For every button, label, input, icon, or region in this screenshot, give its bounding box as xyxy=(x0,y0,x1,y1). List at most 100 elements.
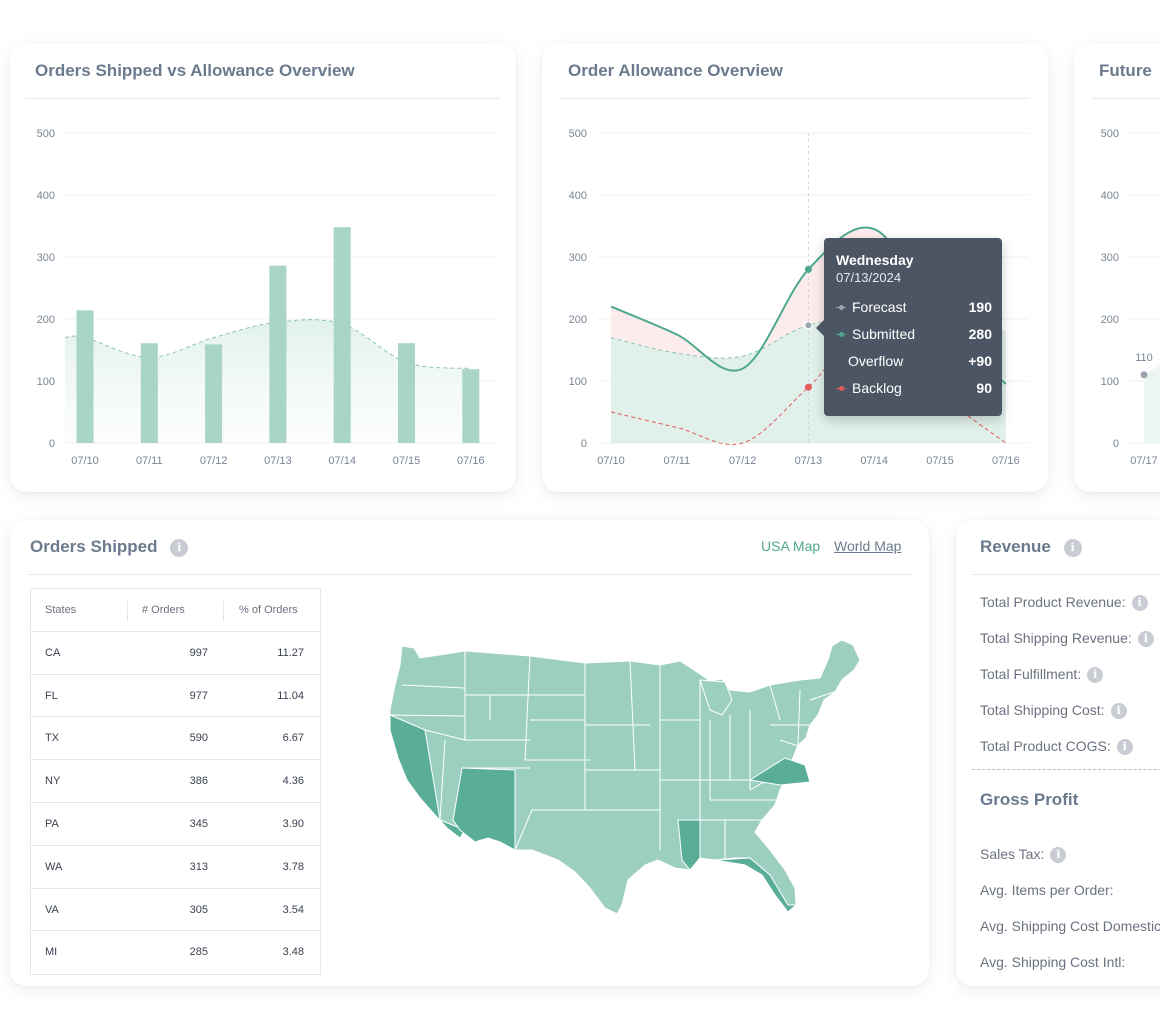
submitted-point xyxy=(804,265,812,273)
bar-07/10 xyxy=(76,310,94,443)
y-tick-label: 400 xyxy=(1101,190,1119,202)
y-tick-label: 100 xyxy=(1101,376,1119,388)
x-tick-label: 07/14 xyxy=(860,455,888,467)
state-ms xyxy=(677,819,701,871)
forecast-point xyxy=(804,321,813,330)
tooltip-value: 190 xyxy=(968,299,992,315)
tooltip-day: Wednesday xyxy=(836,252,914,268)
gross-profit-item: Avg. Shipping Cost Domestic: xyxy=(980,918,1160,934)
info-icon[interactable]: i xyxy=(1131,595,1148,612)
table-row[interactable]: CA 997 11.27 xyxy=(31,632,320,675)
future-area xyxy=(1144,365,1160,443)
info-icon[interactable]: i xyxy=(1050,847,1067,864)
info-icon[interactable]: i xyxy=(1137,631,1154,648)
orders-cell: 386 xyxy=(189,775,208,788)
tooltip-value: 90 xyxy=(976,380,992,396)
card-title: Orders Shipped vs Allowance Overview xyxy=(35,61,355,80)
allowance-line xyxy=(64,319,471,370)
header-orders[interactable]: # Orders xyxy=(142,604,185,616)
info-icon[interactable]: i xyxy=(1087,667,1104,684)
info-icon[interactable]: i xyxy=(1063,538,1082,557)
state-mi xyxy=(699,679,733,716)
orders-vs-allowance-card: Orders Shipped vs Allowance Overview 0 10… xyxy=(10,44,516,492)
y-tick-label: 0 xyxy=(49,438,55,450)
x-tick-label: 07/12 xyxy=(200,455,228,467)
x-tick-label: 07/12 xyxy=(729,455,757,467)
y-tick-label: 500 xyxy=(1101,128,1119,140)
info-icon[interactable]: i xyxy=(170,538,189,557)
gross-profit-item-label: Avg. Shipping Cost Intl: xyxy=(980,954,1126,970)
future-chart: 0 100 200 300 400 500 110 07/17 xyxy=(1101,128,1160,467)
revenue-item: Total Shipping Cost: i xyxy=(980,702,1127,720)
x-tick-label: 07/10 xyxy=(71,455,99,467)
state-cell: FL xyxy=(45,689,58,702)
gross-profit-item: Avg. Items per Order: xyxy=(980,882,1114,898)
state-border xyxy=(389,714,466,717)
info-icon[interactable]: i xyxy=(1116,739,1133,756)
state-fl xyxy=(714,857,798,913)
header-percent[interactable]: % of Orders xyxy=(239,604,298,616)
usa-map[interactable] xyxy=(10,520,929,986)
future-card: Future 0 100 200 300 400 500 110 07/17 xyxy=(1074,44,1160,492)
state-va xyxy=(748,757,811,786)
divider xyxy=(972,574,1160,575)
orders-vs-allowance-chart: 0 100 200 300 400 500 07/10 07/11 07/12 07/13 07/1… xyxy=(37,128,497,467)
revenue-item-label: Total Fulfillment: xyxy=(980,666,1082,682)
tooltip-label: Backlog xyxy=(852,380,902,396)
x-tick-label: 07/15 xyxy=(926,455,954,467)
revenue-item: Total Product COGS: i xyxy=(980,738,1133,756)
percent-cell: 3.48 xyxy=(282,946,304,959)
state-cell: VA xyxy=(45,903,59,916)
percent-cell: 4.36 xyxy=(282,775,304,788)
state-border xyxy=(797,689,801,746)
gross-profit-item-label: Avg. Shipping Cost Domestic: xyxy=(980,918,1160,934)
y-tick-label: 200 xyxy=(569,314,587,326)
state-cell: TX xyxy=(45,732,60,745)
percent-cell: 11.04 xyxy=(277,689,304,702)
orders-cell: 977 xyxy=(189,689,208,702)
tooltip-value: 280 xyxy=(968,326,992,342)
orders-shipped-card: Orders Shipped i States # Orders % of Or… xyxy=(10,520,929,986)
usa-map-link[interactable]: USA Map xyxy=(761,538,821,554)
y-tick-label: 300 xyxy=(1101,252,1119,264)
revenue-item-label: Total Product COGS: xyxy=(980,738,1111,754)
tooltip-label: Submitted xyxy=(852,326,916,342)
y-tick-label: 200 xyxy=(37,314,55,326)
tooltip-row-forecast: Forecast 190 xyxy=(836,294,992,321)
orders-cell: 305 xyxy=(189,903,208,916)
state-ca xyxy=(389,714,466,839)
divider xyxy=(1092,98,1160,99)
y-tick-label: 300 xyxy=(37,252,55,264)
table-row[interactable]: TX 590 6.67 xyxy=(31,717,320,761)
y-tick-label: 400 xyxy=(37,190,55,202)
divider xyxy=(25,98,500,99)
world-map-link[interactable]: World Map xyxy=(834,538,902,554)
table-header-row: States # Orders % of Orders xyxy=(31,589,320,632)
divider xyxy=(560,98,1030,99)
table-row[interactable]: FL 977 11.04 xyxy=(31,675,320,718)
state-cell: PA xyxy=(45,817,59,830)
table-row[interactable]: VA 305 3.54 xyxy=(31,889,320,932)
state-border xyxy=(809,689,841,701)
x-tick-label: 07/13 xyxy=(264,455,292,467)
table-row[interactable]: WA 313 3.78 xyxy=(31,846,320,889)
info-icon[interactable]: i xyxy=(1110,703,1127,720)
table-row[interactable]: NY 386 4.36 xyxy=(31,760,320,803)
tooltip-date: 07/13/2024 xyxy=(836,270,902,285)
y-tick-label: 300 xyxy=(569,252,587,264)
header-states[interactable]: States xyxy=(45,604,77,616)
table-row[interactable]: PA 345 3.90 xyxy=(31,803,320,846)
orders-cell: 997 xyxy=(189,646,208,659)
table-row[interactable]: MI 285 3.48 xyxy=(31,931,320,974)
orders-shipped-title: Orders Shipped xyxy=(30,537,158,556)
orders-cell: 345 xyxy=(189,817,208,830)
divider xyxy=(28,574,912,575)
state-cell: MI xyxy=(45,946,58,959)
percent-cell: 3.54 xyxy=(282,903,304,916)
y-tick-label: 0 xyxy=(581,438,587,450)
future-point xyxy=(1140,371,1148,379)
bar-07/14 xyxy=(333,227,351,443)
revenue-item: Total Product Revenue: i xyxy=(980,594,1148,612)
revenue-card: Revenue i Total Product Revenue: i Total S… xyxy=(956,520,1160,986)
state-border xyxy=(779,739,811,751)
